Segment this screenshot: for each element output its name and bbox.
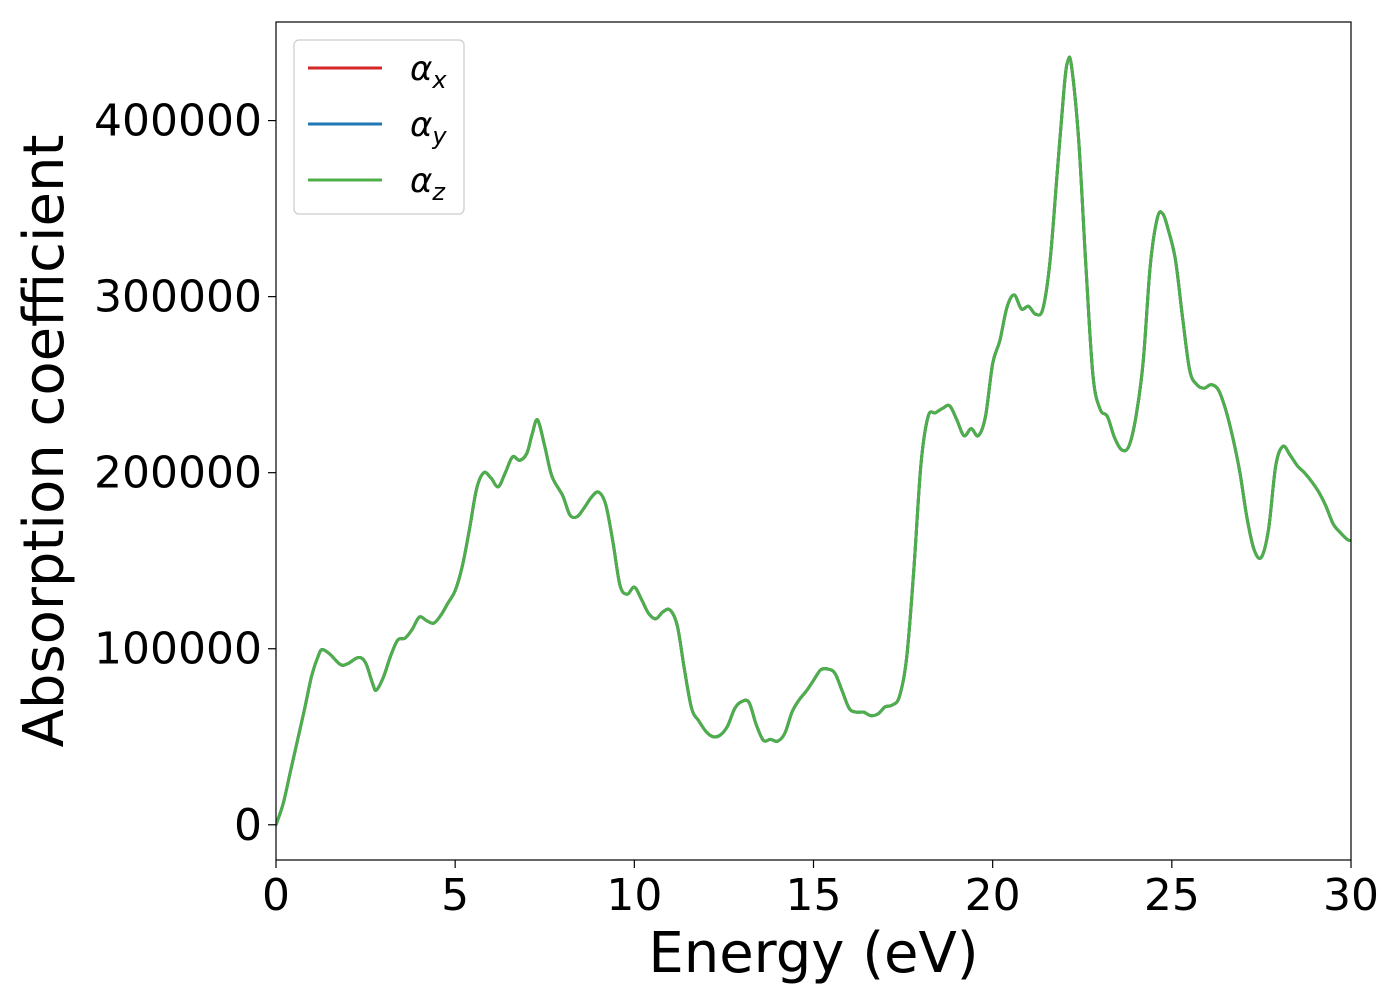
x-tick-label: 20	[965, 870, 1021, 921]
x-tick-label: 15	[786, 870, 842, 921]
legend-entry-subscript: z	[431, 178, 446, 206]
y-tick-label: 400000	[94, 96, 262, 147]
y-axis: 0 100000 200000 300000 400000	[94, 96, 276, 851]
series-line-alpha-z	[276, 55, 1351, 827]
legend-entry-base: α	[410, 105, 432, 145]
y-tick-label: 300000	[94, 272, 262, 323]
legend-box	[293, 39, 465, 215]
y-tick-label: 200000	[94, 448, 262, 499]
series-layer	[276, 55, 1351, 827]
legend-entry-subscript: y	[431, 122, 447, 150]
x-axis-title: Energy (eV)	[648, 921, 978, 986]
legend-entry-label: αx	[410, 49, 447, 94]
y-axis-title: Absorption coefficient	[12, 135, 77, 748]
legend-entry-base: α	[410, 49, 432, 89]
x-tick-label: 10	[606, 870, 662, 921]
legend-entry-subscript: x	[431, 66, 447, 94]
y-tick-label: 0	[234, 800, 262, 851]
x-tick-label: 0	[262, 870, 290, 921]
legend-entry-label: αy	[410, 105, 447, 150]
legend-entry-base: α	[410, 161, 432, 201]
x-tick-label: 5	[441, 870, 469, 921]
x-tick-label: 30	[1323, 870, 1379, 921]
legend-entry-label: αz	[410, 161, 446, 206]
x-axis: 0 5 10 15 20 25 30	[262, 860, 1379, 921]
x-tick-label: 25	[1144, 870, 1200, 921]
y-tick-label: 100000	[94, 624, 262, 675]
